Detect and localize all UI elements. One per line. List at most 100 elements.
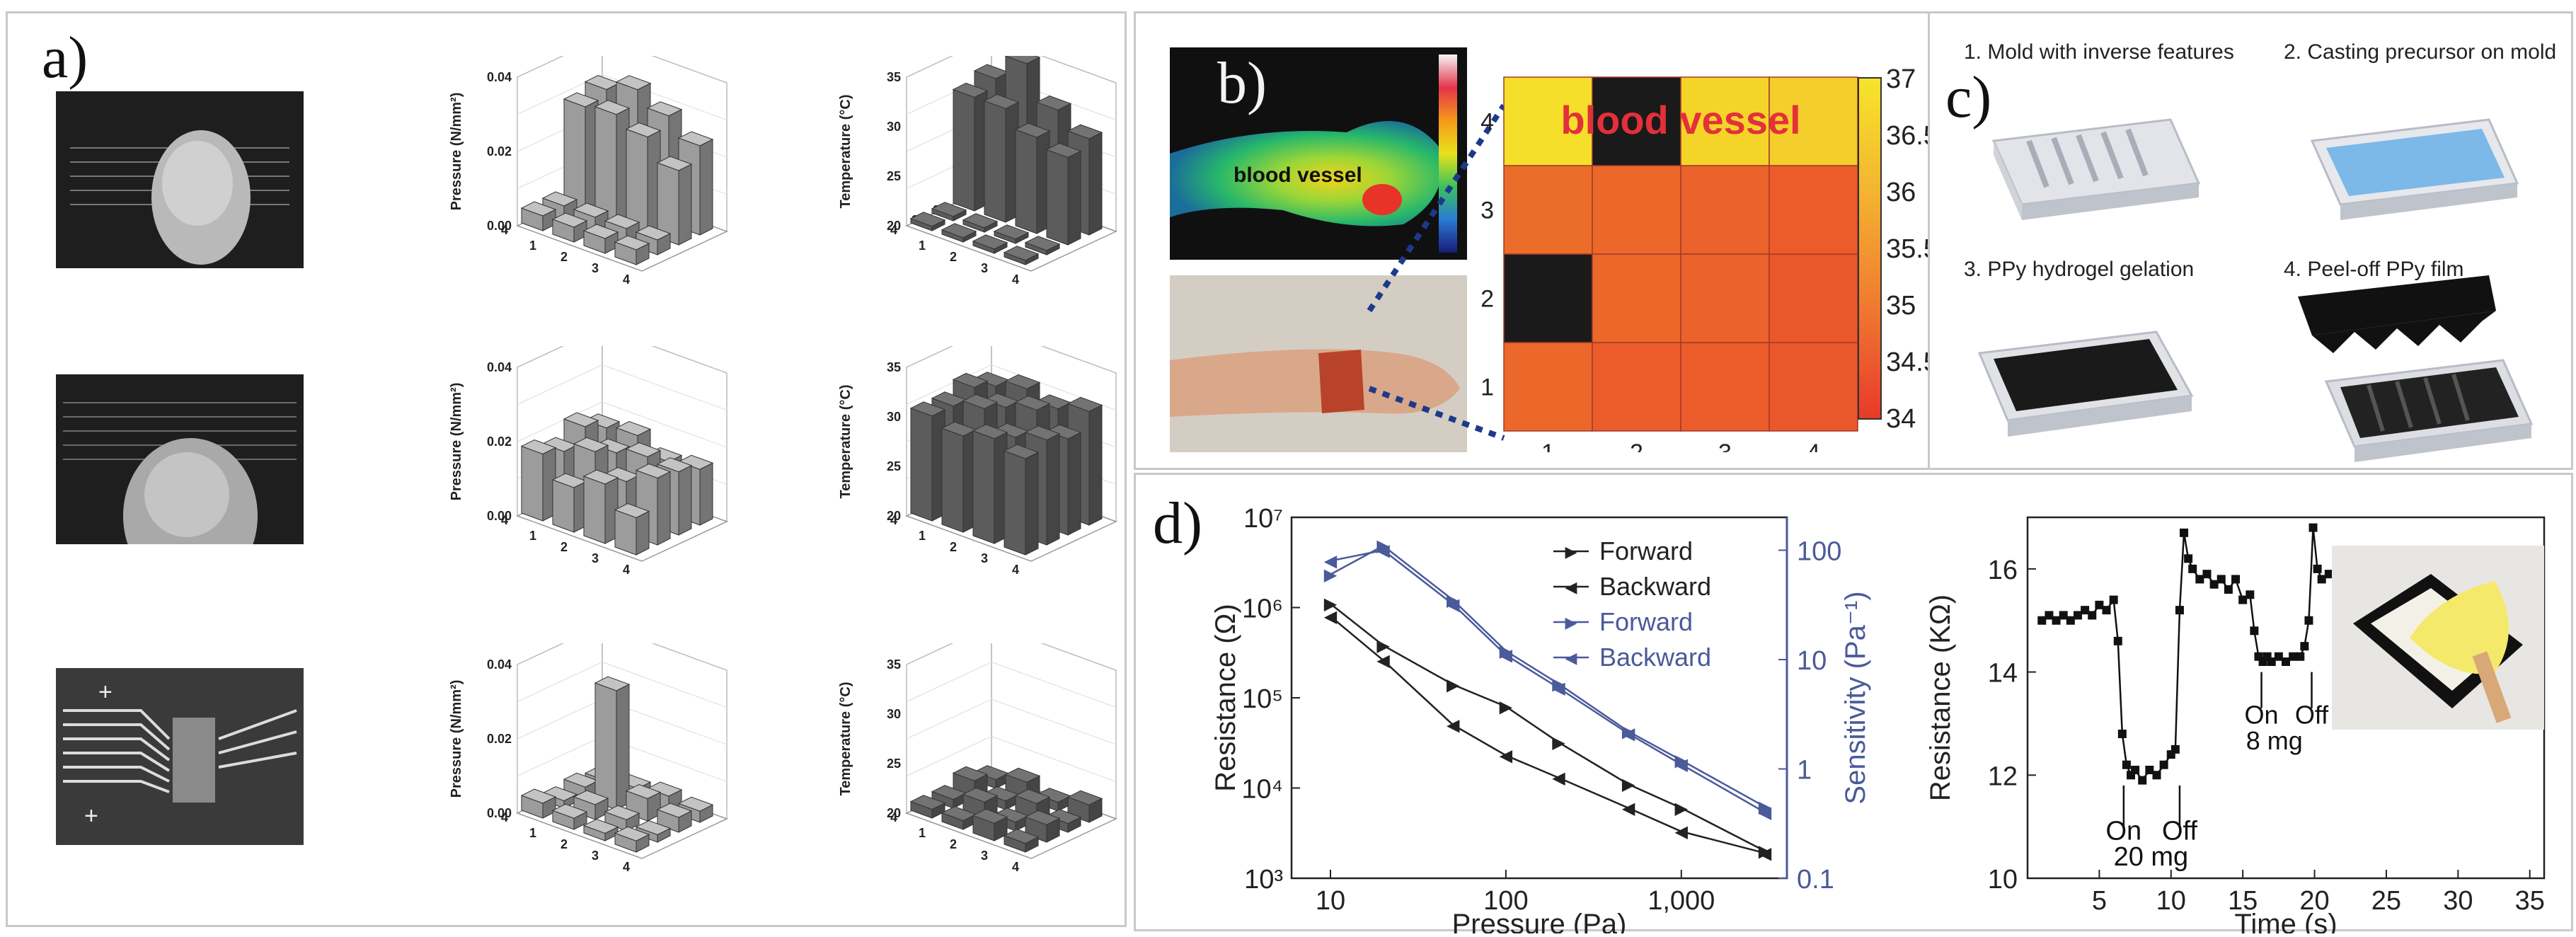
x-tick-label: 2 [560,250,568,264]
axis-label: Pressure (N/mm²) [449,680,464,798]
data-point [2238,595,2248,604]
resistance-time-chart: 5 10 15 20 25 30 35 10 12 14 16 Time (s) Resistance … [1925,516,2546,933]
data-point [2175,606,2184,615]
y-tick-label: 12 [1988,761,2018,791]
bar-top [573,790,609,805]
grid-line [906,699,992,740]
grid-line [517,699,603,740]
series-line-1 [1330,603,1766,852]
bar-top [1066,790,1103,805]
bar-side [1067,150,1081,246]
heatmap-cell [1503,342,1593,432]
data-point: ▶ [1675,799,1689,818]
bar [604,805,640,832]
grid-line [991,699,1117,745]
heatmap-cell [1592,76,1681,166]
x-tick-label: 4 [623,272,630,287]
data-point [2308,523,2318,532]
data-point [2184,554,2193,563]
bar-top [594,676,631,691]
data-point: ▶ [1447,591,1460,610]
bar-top [1045,424,1082,439]
bar [1024,236,1061,255]
bar-top [625,122,662,138]
off-label-8mg: Off [2295,700,2329,729]
bar-top [604,214,640,229]
bar-top [909,401,946,417]
bar-top [909,795,946,810]
axis-tick-label: 35 [887,70,901,84]
y-tick-label: 4 [890,513,897,527]
data-point [2267,657,2276,666]
data-point [2209,580,2219,589]
temperature-map-top: Temperature (°C)3530252014233241 [838,56,1117,287]
bar-top [1035,95,1072,110]
bar-top [983,93,1020,109]
bar [1045,142,1082,246]
data-point: ◀ [1376,651,1390,670]
data-point: ◀ [1552,769,1565,788]
bar-top [582,224,619,239]
bar-side [1025,452,1039,556]
axis-tick-label: 20 [887,509,901,523]
bar-top [594,100,631,115]
finger-photo-top [56,91,304,268]
bar [625,122,662,234]
axis-tick-label: 0.04 [487,70,512,84]
data-point: ◀ [1759,803,1772,822]
grid-line [517,662,603,702]
bar-top [625,783,662,800]
axis-label: Pressure (N/mm²) [449,383,464,501]
pressure-map-bottom: Pressure (N/mm²)0.040.020.0014233241 [449,643,728,874]
heatmap-y-tick: 4 [1480,109,1494,136]
bar-front [594,682,617,810]
mold-step3 [1977,330,2194,437]
x-tick-label: 4 [1012,860,1019,874]
data-point: ◀ [1324,551,1338,570]
x-tick-label: 1 [919,826,926,840]
data-point [2045,611,2054,620]
axis-tick-label: 0.04 [487,657,512,672]
x-tick-label: 1 [529,529,536,543]
bar-front [563,98,586,212]
fabrication-steps-illustration [1977,118,2534,462]
svg-text:+: + [98,679,113,706]
axis-label: Temperature (°C) [838,682,853,796]
x-tick-label: 100 [1483,886,1528,916]
colorbar-tick-label: 36 [1886,178,1916,207]
data-point [2216,575,2226,584]
bar-front [552,479,575,533]
data-point [2282,657,2290,666]
heatmap-cell [1769,165,1858,255]
bar-side [1088,404,1103,526]
heatmap-cell [1680,165,1770,255]
bar [931,202,967,222]
bar-side [678,163,692,246]
data-point: ▶ [1552,674,1565,694]
panel-b-label: b) [1217,50,1267,116]
bar [962,213,999,233]
series-line-2 [1330,615,1766,854]
data-point [2250,626,2259,636]
heatmap-colorbar [1858,77,1882,420]
bar [551,473,588,533]
bar [520,201,557,231]
axis-tick-label: 20 [887,806,901,820]
bar-top [520,439,557,455]
data-point [2304,616,2313,625]
axis-tick-label: 35 [887,657,901,672]
bar-top [520,788,557,804]
y2-tick-label: 0.1 [1797,865,1834,895]
x-tick-label: 2 [950,837,957,851]
data-point: ▶ [1324,565,1338,585]
grid-line [517,736,603,776]
y-tick-label: 4 [501,513,508,527]
data-point [2296,652,2305,661]
bar-top [656,156,693,171]
heatmap-cell [1680,253,1770,343]
panel-d-label: d) [1153,490,1202,556]
axis-tick-label: 30 [887,410,901,424]
bar-top [972,424,1008,439]
data-point: ◀ [1622,799,1635,818]
data-point [2037,616,2047,625]
